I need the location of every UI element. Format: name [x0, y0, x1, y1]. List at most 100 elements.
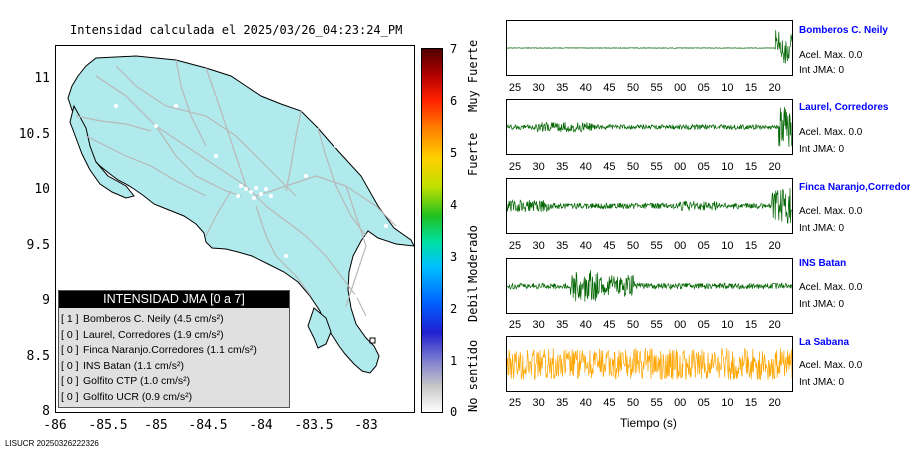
time-tick: 00 — [674, 240, 687, 252]
legend-row: [ 0 ] INS Batan (1.1 cm/s²) — [61, 360, 287, 376]
map-x-tick: -85.5 — [88, 418, 128, 433]
time-tick-row: 25 30 35 40 45 50 55 00 05 10 15 20 — [506, 82, 796, 96]
time-tick: 20 — [768, 319, 781, 331]
time-tick: 50 — [626, 319, 640, 331]
time-tick-row: 25 30 35 40 45 50 55 00 05 10 15 20 — [506, 161, 796, 175]
trace-panel[interactable] — [506, 20, 793, 76]
time-tick: 55 — [650, 397, 663, 409]
time-tick: 40 — [579, 161, 592, 173]
waveform-trace — [507, 188, 792, 224]
time-tick: 20 — [768, 397, 781, 409]
time-tick: 40 — [579, 82, 592, 94]
legend-row: [ 1 ] Bomberos C. Neily (4.5 cm/s²) — [61, 313, 287, 329]
map-y-tick: 8 — [42, 404, 50, 419]
time-tick: 10 — [721, 240, 734, 252]
map-x-tick: -84 — [249, 418, 273, 433]
trace-panel[interactable] — [506, 99, 793, 155]
intensity-legend: INTENSIDAD JMA [0 a 7] [ 1 ] Bomberos C. … — [58, 290, 290, 408]
colorbar-label-moderado: Moderado — [466, 225, 480, 283]
time-tick: 50 — [626, 397, 640, 409]
time-tick: 15 — [744, 82, 758, 94]
map-y-tick: 10.5 — [18, 127, 50, 142]
time-tick: 20 — [768, 240, 781, 252]
station-name[interactable]: Finca Naranjo,Corredor — [799, 182, 910, 193]
map-title: Intensidad calculada el 2025/03/26_04:23… — [70, 23, 403, 37]
time-tick: 00 — [674, 82, 687, 94]
map-y-tick: 9.5 — [26, 238, 50, 253]
colorbar-tick: 4 — [450, 198, 458, 212]
time-tick: 25 — [508, 240, 522, 252]
station-name[interactable]: INS Batan — [799, 258, 847, 269]
station-name[interactable]: La Sabana — [799, 337, 850, 348]
epicenter-marker — [369, 337, 376, 344]
map-y-tick: 11 — [34, 71, 50, 86]
colorbar-tick: 0 — [450, 405, 458, 419]
time-tick: 10 — [721, 82, 734, 94]
time-tick: 05 — [697, 82, 710, 94]
time-tick: 25 — [508, 319, 522, 331]
time-tick: 45 — [603, 82, 616, 94]
legend-station-label: Laurel, Corredores (1.9 cm/s²) — [83, 328, 224, 341]
time-tick: 25 — [508, 161, 522, 173]
time-tick-row: 25 30 35 40 45 50 55 00 05 10 15 20 — [506, 397, 796, 411]
time-tick: 05 — [697, 240, 710, 252]
station-name[interactable]: Laurel, Corredores — [799, 102, 889, 113]
time-tick: 30 — [532, 319, 545, 331]
map-y-tick: 10 — [34, 182, 50, 197]
legend-row: [ 0 ] Laurel, Corredores (1.9 cm/s²) — [61, 329, 287, 345]
time-tick: 35 — [556, 319, 569, 331]
station-int: Int JMA: 0 — [799, 144, 845, 155]
osa-peninsula — [307, 307, 332, 349]
time-tick: 00 — [674, 397, 687, 409]
station-acel: Acel. Max. 0.0 — [799, 360, 863, 371]
costa-rica-map — [67, 55, 414, 374]
station-acel: Acel. Max. 0.0 — [799, 282, 863, 293]
time-tick: 55 — [650, 161, 663, 173]
waveform-trace — [507, 30, 792, 64]
station-int: Int JMA: 0 — [799, 65, 845, 76]
seismogram — [507, 30, 792, 64]
legend-row: [ 0 ] Golfito UCR (0.9 cm/s²) — [61, 391, 287, 407]
legend-station-label: INS Batan (1.1 cm/s²) — [83, 359, 184, 372]
time-tick: 40 — [579, 397, 592, 409]
trace-panel[interactable] — [506, 336, 793, 392]
time-tick: 05 — [697, 397, 710, 409]
time-tick: 40 — [579, 319, 592, 331]
time-tick: 45 — [603, 161, 616, 173]
time-tick: 15 — [744, 397, 758, 409]
legend-intensity: [ 1 ] — [61, 313, 79, 325]
colorbar-label-no-sentido: No sentido — [466, 339, 480, 412]
legend-intensity: [ 0 ] — [61, 328, 79, 341]
time-tick: 00 — [674, 161, 687, 173]
costa-rica-land — [67, 55, 414, 374]
time-tick: 35 — [556, 161, 569, 173]
station-acel: Acel. Max. 0.0 — [799, 50, 863, 61]
time-tick: 35 — [556, 397, 569, 409]
time-tick: 30 — [532, 161, 545, 173]
seismogram — [507, 347, 792, 381]
time-tick: 10 — [721, 319, 734, 331]
station-int: Int JMA: 0 — [799, 299, 845, 310]
legend-station-label: Golfito CTP (1.0 cm/s²) — [83, 375, 191, 387]
time-tick: 30 — [532, 82, 545, 94]
time-tick: 30 — [532, 240, 545, 252]
time-axis-label: Tiempo (s) — [620, 416, 677, 430]
station-name[interactable]: Bomberos C. Neily — [799, 25, 888, 36]
legend-row: [ 0 ] Finca Naranjo.Corredores (1.1 cm/s²… — [61, 344, 287, 360]
seismogram — [507, 106, 792, 147]
colorbar-label-debil: Debil — [466, 285, 480, 322]
colorbar-tick: 1 — [450, 354, 458, 368]
time-tick: 10 — [721, 397, 734, 409]
colorbar-label-muy-fuerte: Muy Fuerte — [466, 39, 480, 112]
waveform-trace — [507, 106, 792, 147]
station-int: Int JMA: 0 — [799, 223, 845, 234]
time-tick: 45 — [603, 397, 616, 409]
legend-intensity: [ 0 ] — [61, 390, 79, 403]
legend-intensity: [ 0 ] — [61, 344, 79, 356]
time-tick: 00 — [674, 319, 687, 331]
station-markers — [114, 104, 388, 298]
trace-panel[interactable] — [506, 258, 793, 314]
colorbar-tick: 6 — [450, 94, 458, 108]
trace-panel[interactable] — [506, 178, 793, 234]
legend-station-label: Bomberos C. Neily (4.5 cm/s²) — [83, 313, 224, 325]
